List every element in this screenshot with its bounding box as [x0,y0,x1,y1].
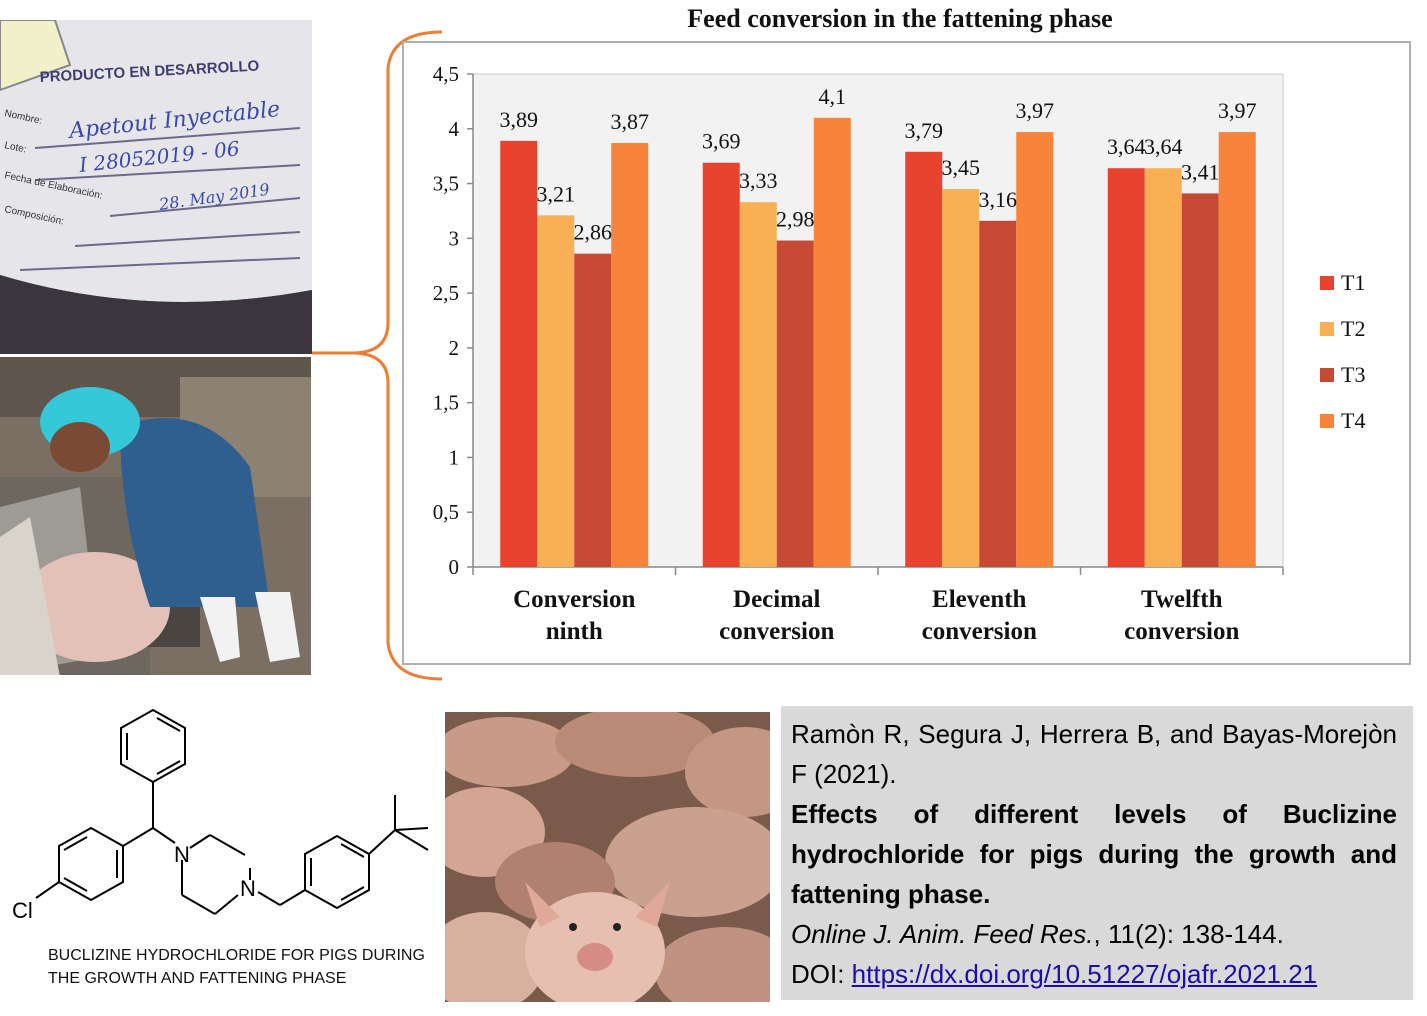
citation-journal: Online J. Anim. Feed Res. [791,919,1094,949]
legend-swatch-t3 [1320,368,1334,382]
legend-label-t3: T3 [1341,362,1365,387]
y-tick-label: 4,5 [433,62,459,86]
data-label-t2: 3,45 [942,155,981,180]
data-labels: 3,89 3,69 3,79 3,64 3,21 3,33 3,45 3,64 2,86 2,98… [500,84,1257,245]
bar-t4 [611,143,649,567]
atom-n2: N [240,876,256,901]
x-category-label: conversion [922,618,1037,645]
data-label-t4: 4,1 [819,84,847,109]
data-label-t3: 2,86 [574,220,613,245]
bar-t2 [739,202,777,567]
chart-title: Feed conversion in the fattening phase [687,4,1113,33]
bar-t3 [574,253,612,567]
bar-t3 [776,240,814,567]
y-axis: 0 0,5 1 1,5 2 2,5 3 3,5 4 4,5 [433,62,474,579]
data-label-t1: 3,64 [1107,134,1146,159]
data-label-t1: 3,89 [500,107,539,132]
pigs-group-photo [445,712,770,1002]
legend-swatch-t2 [1320,322,1334,336]
x-category-label: ninth [546,618,603,645]
x-category-label: conversion [719,618,834,645]
data-label-t2: 3,64 [1144,134,1183,159]
y-tick-label: 3 [449,226,460,250]
data-label-t3: 2,98 [776,207,815,232]
bar-t3 [979,220,1017,567]
legend-label-t4: T4 [1341,408,1365,433]
bar-t1 [702,162,740,568]
legend-label-t1: T1 [1341,270,1365,295]
y-tick-label: 2 [449,336,460,360]
citation-title: Effects of different levels of Buclizine… [791,799,1397,909]
bar-t1 [500,140,538,567]
y-tick-label: 1 [449,445,460,469]
bar-t2 [537,215,575,567]
y-tick-label: 3,5 [433,172,459,196]
structure-caption: BUCLIZINE HYDROCHLORIDE FOR PIGS DURING … [48,947,425,987]
legend-label-t2: T2 [1341,316,1365,341]
data-label-t1: 3,79 [905,118,944,143]
doi-link[interactable]: https://dx.doi.org/10.51227/ojafr.2021.2… [851,959,1318,989]
y-tick-label: 0,5 [433,500,459,524]
data-label-t2: 3,21 [537,181,576,206]
bracket-connector [312,30,443,681]
data-label-t2: 3,33 [739,168,778,193]
citation-journal-line: Online J. Anim. Feed Res., 11(2): 138-14… [791,914,1397,954]
worker-pig-photo [0,357,311,675]
bar-t4 [813,117,851,568]
data-label-t4: 3,97 [1218,98,1257,123]
data-label-t3: 3,41 [1181,159,1220,184]
data-label-t3: 3,16 [979,187,1018,212]
atom-n1: N [174,842,190,867]
legend-swatch-t4 [1320,414,1334,428]
x-category-label: conversion [1124,618,1239,645]
legend-swatch-t1 [1320,276,1334,290]
data-label-t4: 3,97 [1016,98,1055,123]
bar-t1 [905,151,943,567]
y-tick-label: 0 [449,555,460,579]
atom-cl: Cl [12,898,33,923]
bar-t4 [1218,132,1256,567]
bar-t2 [1144,168,1182,567]
citation-doi-prefix: DOI: [791,959,852,989]
feed-conversion-chart: 0 0,5 1 1,5 2 2,5 3 3,5 4 4,5 Conversion ninth Deci… [402,41,1411,665]
citation-box: Ramòn R, Segura J, Herrera B, and Bayas-… [781,706,1413,1000]
citation-authors: Ramòn R, Segura J, Herrera B, and Bayas-… [791,719,1397,789]
data-label-t4: 3,87 [611,109,650,134]
bar-t1 [1107,168,1145,567]
x-category-label: Eleventh [932,586,1027,613]
x-category-label: Twelfth [1141,586,1223,613]
bars [500,117,1256,568]
y-tick-label: 4 [449,117,460,141]
buclizine-structure-diagram: N N Cl [12,708,429,923]
x-category-label: Decimal [733,586,821,613]
x-axis: Conversion ninth Decimal conversion Eleventh… [472,566,1284,645]
bar-t3 [1181,193,1219,567]
y-tick-label: 2,5 [433,281,459,305]
data-label-t1: 3,69 [702,129,741,154]
bar-t2 [942,189,980,568]
y-tick-label: 1,5 [433,391,459,415]
citation-doi-line: DOI: https://dx.doi.org/10.51227/ojafr.2… [791,954,1397,994]
product-label-photo: PRODUCTO EN DESARROLLO Nombre: Lote: Fec… [0,20,312,354]
x-category-label: Conversion [513,586,635,613]
citation-volume: , 11(2): 138-144. [1093,919,1284,949]
legend: T1 T2 T3 T4 [1320,270,1365,433]
bar-t4 [1016,132,1054,567]
label-field-lote: Lote: [3,140,27,155]
